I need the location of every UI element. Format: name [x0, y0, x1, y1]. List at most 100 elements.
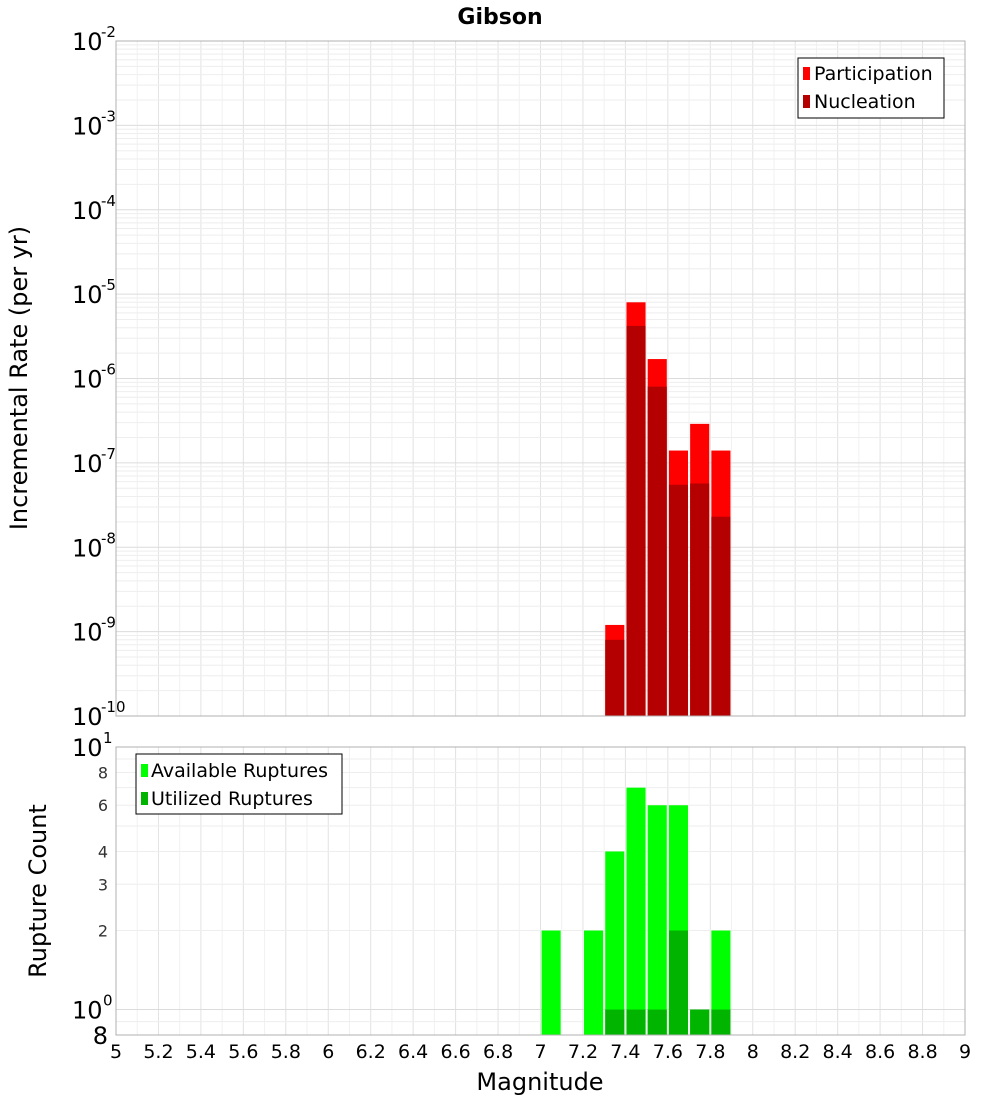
- count-y-tick-exponent: 0: [103, 992, 113, 1010]
- utilized-ruptures-bar: [711, 1009, 731, 1035]
- rate-y-tick-exponent: -6: [101, 361, 116, 379]
- rate-y-tick: 10-2: [72, 23, 116, 56]
- rate-plot-grid: [115, 41, 966, 717]
- rate-y-tick-exponent: -4: [101, 192, 116, 210]
- rate-y-tick: 10-7: [72, 445, 116, 478]
- rate-plot-frame: [115, 40, 966, 717]
- count-y-axis-label: Rupture Count: [24, 804, 52, 978]
- utilized-ruptures-bar: [668, 930, 689, 1035]
- x-axis-ticks: 5 5.2 5.4 5.6 5.8 6 6.2 6.4 6.6 6.8 7 7.2 7.4 7.6 7.8 8…: [110, 1041, 971, 1063]
- available-legend-swatch: [141, 764, 148, 777]
- x-tick-label: 5.4: [186, 1041, 216, 1063]
- x-tick-label: 9: [959, 1041, 971, 1063]
- rate-y-tick-base: 10: [72, 112, 103, 140]
- rate-legend: Participation Nucleation: [797, 57, 945, 119]
- x-tick-label: 7.4: [610, 1041, 640, 1063]
- utilized-legend-swatch: [141, 792, 148, 805]
- count-y-tick-minor: 4: [98, 842, 108, 861]
- utilized-ruptures-bar: [626, 1009, 646, 1035]
- rate-y-tick-base: 10: [72, 534, 103, 562]
- rate-y-tick: 10-3: [72, 107, 116, 140]
- available-ruptures-bar: [711, 930, 731, 1035]
- count-y-tick-minor: 2: [98, 922, 108, 941]
- rate-y-tick-base: 10: [72, 703, 103, 731]
- participation-legend-swatch: [803, 67, 810, 80]
- rate-y-tick: 10-5: [72, 276, 116, 309]
- nucleation-bar: [626, 325, 646, 716]
- count-y-tick-minor: 8: [98, 763, 108, 782]
- utilized-legend-label: Utilized Ruptures: [151, 788, 313, 810]
- x-tick-label: 8.6: [865, 1041, 895, 1063]
- x-tick-label: 8: [747, 1041, 759, 1063]
- count-y-tick-major: 10 0: [72, 992, 113, 1025]
- rate-y-tick: 10-9: [72, 614, 116, 647]
- rate-plot-bars: [605, 302, 731, 716]
- rate-y-tick-base: 10: [72, 619, 103, 647]
- nucleation-bar: [668, 484, 689, 716]
- count-y-tick-base: 10: [72, 734, 103, 762]
- x-tick-label: 6.4: [398, 1041, 428, 1063]
- x-tick-label: 5.2: [143, 1041, 173, 1063]
- available-ruptures-bar: [541, 930, 561, 1035]
- rate-y-tick-exponent: -7: [101, 445, 116, 463]
- x-tick-label: 6.2: [356, 1041, 386, 1063]
- count-plot-grid: [115, 746, 966, 1036]
- count-plot-bars: [541, 787, 731, 1035]
- rate-y-tick-exponent: -5: [101, 276, 116, 294]
- rate-y-tick-exponent: -2: [101, 23, 116, 41]
- x-tick-label: 8.2: [780, 1041, 810, 1063]
- utilized-ruptures-bar: [647, 1009, 667, 1035]
- count-y-tick-minor: 6: [98, 796, 108, 815]
- nucleation-bar: [690, 483, 710, 716]
- x-tick-label: 7.8: [695, 1041, 725, 1063]
- count-y-tick-exponent: 1: [103, 729, 113, 747]
- utilized-ruptures-bar: [690, 1009, 710, 1035]
- count-y-tick-base: 10: [72, 997, 103, 1025]
- rate-y-axis-label: Incremental Rate (per yr): [5, 226, 33, 530]
- rate-y-tick: 10-6: [72, 361, 116, 394]
- x-tick-label: 7: [534, 1041, 546, 1063]
- rate-y-tick-base: 10: [72, 28, 103, 56]
- rate-y-tick: 10-10: [72, 698, 126, 731]
- x-tick-label: 5: [110, 1041, 122, 1063]
- x-tick-label: 7.2: [568, 1041, 598, 1063]
- x-tick-label: 8.8: [907, 1041, 937, 1063]
- rate-y-tick-exponent: -9: [101, 614, 116, 632]
- rate-y-tick-base: 10: [72, 366, 103, 394]
- count-y-tick-minor: 3: [98, 875, 108, 894]
- rate-y-tick: 10-8: [72, 529, 116, 562]
- nucleation-bar: [711, 516, 731, 716]
- rate-y-tick-base: 10: [72, 281, 103, 309]
- x-tick-label: 6: [322, 1041, 334, 1063]
- participation-legend-label: Participation: [814, 63, 933, 85]
- x-tick-label: 5.6: [228, 1041, 258, 1063]
- x-tick-label: 5.8: [271, 1041, 301, 1063]
- count-y-tick-bottom: 8: [93, 1022, 108, 1050]
- available-ruptures-bar: [584, 930, 604, 1035]
- rate-y-tick: 10-4: [72, 192, 116, 225]
- count-y-tick-major: 10 1: [72, 729, 113, 762]
- rate-y-tick-base: 10: [72, 450, 103, 478]
- x-tick-label: 6.6: [440, 1041, 470, 1063]
- available-ruptures-bar: [605, 851, 625, 1035]
- nucleation-legend-swatch: [803, 95, 810, 108]
- available-legend-label: Available Ruptures: [151, 760, 328, 782]
- count-plot-frame: [115, 746, 966, 1036]
- available-ruptures-bar: [626, 787, 646, 1035]
- nucleation-bar: [605, 639, 625, 716]
- rate-legend-box: [797, 57, 945, 119]
- rate-y-tick-exponent: -8: [101, 529, 116, 547]
- x-tick-label: 7.6: [653, 1041, 683, 1063]
- x-axis-label: Magnitude: [476, 1068, 603, 1096]
- rate-y-tick-exponent: -3: [101, 107, 116, 125]
- x-tick-label: 6.8: [483, 1041, 513, 1063]
- count-legend-box: [135, 753, 343, 815]
- nucleation-bar: [647, 386, 667, 716]
- utilized-ruptures-bar: [605, 1009, 625, 1035]
- nucleation-legend-label: Nucleation: [814, 91, 916, 113]
- count-legend: Available Ruptures Utilized Ruptures: [135, 753, 343, 815]
